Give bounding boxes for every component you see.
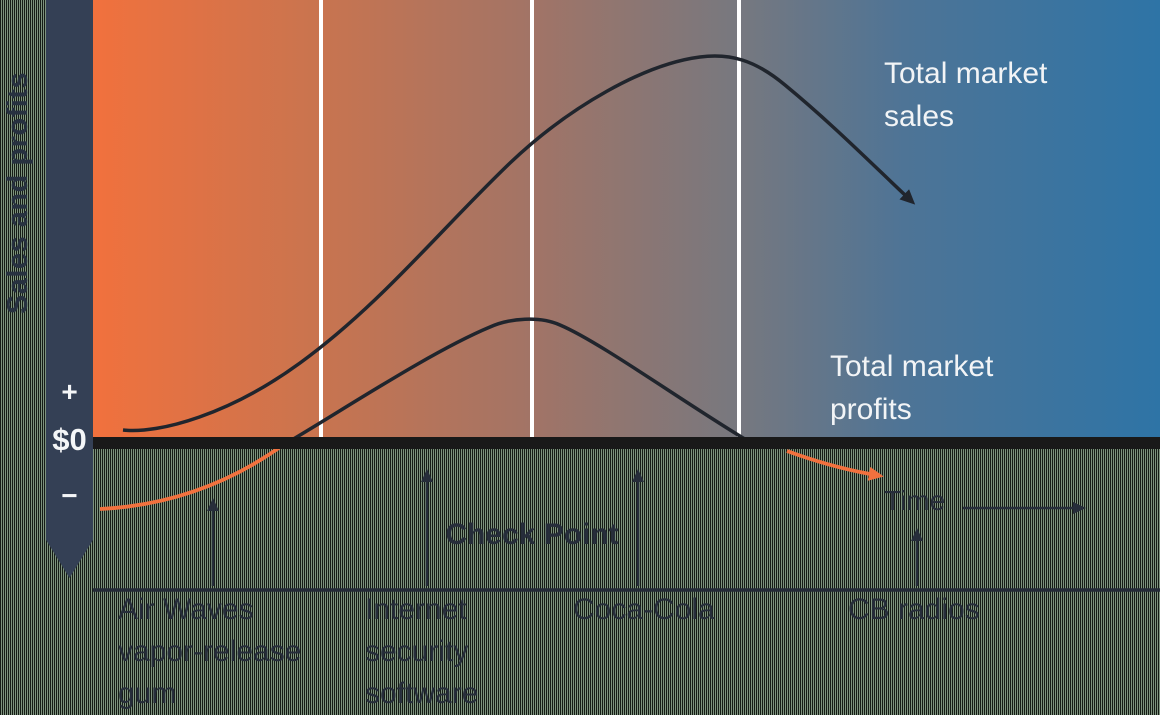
y-axis-plus-mark: + [61,376,78,407]
product-label-cb-radios: CB radios [848,593,980,626]
sales-curve-label: Total market sales [884,57,1048,133]
stage-divider-line-2 [530,0,534,437]
y-axis-minus-mark: − [61,480,78,511]
profits-curve-negative-left [99,443,285,511]
profits-curve-negative-right [786,449,884,481]
product-label-coca-cola: Coca-Cola [573,593,715,626]
y-axis-title: Sales and profits [2,71,34,315]
zero-axis-bar [93,437,1160,449]
y-axis-zero-mark: $0 [52,422,87,457]
product-label-air-waves: Air Waves vapor-release gum [118,593,302,710]
chart-plot-area [93,0,1160,449]
curves-layer [93,54,1160,592]
profits-curve [284,317,749,446]
stage-divider-line-3 [737,0,741,437]
stage-divider-line-1 [319,0,323,437]
check-point-label: Check Point [445,518,619,551]
sales-curve [122,54,916,433]
x-axis-time-label: Time [884,485,946,516]
profits-curve-label: Total market profits [830,350,994,426]
y-axis-bar [46,0,93,578]
product-label-internet-security: Internet security software [365,593,479,710]
